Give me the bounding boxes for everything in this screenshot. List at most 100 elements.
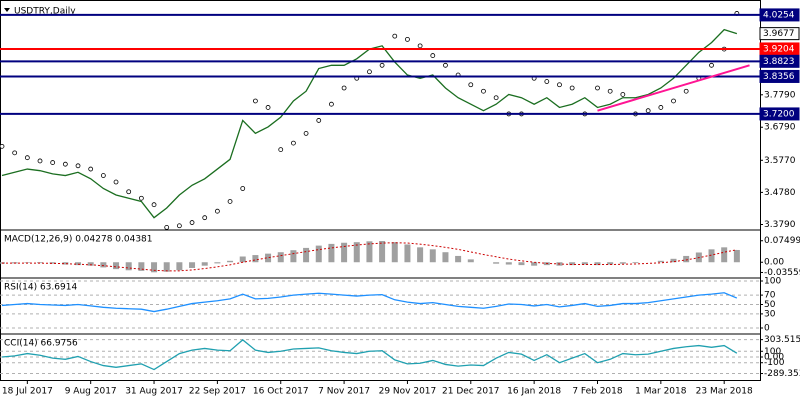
level-box [759,54,800,68]
x-tick-label: 29 Nov 2017 [379,387,437,397]
panel-title: CCI(14) 66.9756 [4,339,78,349]
sar-dot [316,118,322,123]
sar-dot [379,62,385,68]
y-tick-label: 70 [764,291,776,301]
histogram-bar [670,258,677,263]
sar-dot [240,186,246,191]
histogram-bar [125,262,132,271]
y-tick-label: 50 [764,300,776,310]
histogram-bar [290,250,297,263]
sar-dot [341,85,347,91]
level-box [759,107,800,121]
histogram-bar [594,262,601,266]
x-tick-label: 16 Jan 2018 [507,387,561,397]
y-tick-label: -100 [764,358,785,368]
histogram-bar [239,256,246,263]
histogram-bar [569,262,576,266]
y-tick-label: 303.5152 [764,335,800,345]
histogram-bar [721,247,728,263]
y-tick-label: 3.3790 [764,220,796,230]
y-tick-label: 3.4780 [764,188,796,198]
frame [0,0,761,381]
histogram-bar [100,262,107,268]
series-line [1,339,738,371]
panel-title: USDTRY,Daily [14,7,76,17]
level-label: 3.8823 [763,57,795,67]
y-tick-label: 0.00 [764,353,784,363]
histogram-bar [49,262,56,264]
y-tick-label: -0.03559 [764,268,800,278]
y-tick-label: 0.07499 [764,236,800,246]
histogram-bar [733,249,740,263]
sar-dot [62,161,68,167]
histogram-bar [113,262,120,270]
histogram-bar [708,249,715,263]
histogram-bar [75,262,82,266]
level-box [759,27,800,41]
sar-dot [100,173,106,178]
sar-dot [557,82,562,88]
histogram-bar [683,255,690,263]
sar-dot [544,79,550,84]
histogram-bar [252,255,259,263]
histogram-bar [455,255,462,263]
histogram-bar [531,262,538,266]
panel-title: MACD(12,26,9) 0.04278 0.04381 [4,235,153,245]
x-tick-label: 1 Mar 2018 [635,387,687,397]
sar-dot [683,88,689,94]
histogram-bar [227,260,234,263]
sar-dot [88,166,94,172]
sar-dot [113,179,119,185]
y-tick-label: 100 [764,277,781,287]
histogram-bar [189,262,196,268]
sar-dot [202,215,208,221]
series-line [1,292,738,313]
title-arrow [4,8,10,12]
sar-dot [468,82,474,88]
sar-dot [367,69,372,75]
level-label: 3.9677 [763,29,795,39]
x-tick-label: 7 Nov 2017 [318,387,370,397]
sar-dot [620,92,626,97]
histogram-bar [657,260,664,263]
y-tick-label: 100 [764,347,781,357]
histogram-bar [265,253,272,263]
sar-dot [303,130,309,136]
sar-dot [214,208,220,214]
histogram-bar [353,242,360,263]
histogram-bar [493,262,500,264]
sar-dot [569,85,575,91]
sar-dot [291,140,296,146]
x-tick-label: 16 Oct 2017 [253,387,309,397]
histogram-bar [87,262,94,266]
histogram-bar [341,242,348,263]
histogram-bar [518,262,525,266]
sar-dot [417,43,423,49]
level-label: 3.9204 [763,44,795,54]
sar-dot [493,95,499,101]
sar-dot [405,36,410,42]
y-tick-label: 3.7790 [764,90,796,100]
sar-dot [481,88,486,94]
histogram-bar [391,242,398,263]
sar-dot [329,101,334,107]
histogram-bar [404,244,411,263]
x-tick-label: 23 Mar 2018 [696,387,753,397]
sar-dot [164,225,170,230]
panel-title: RSI(14) 63.6914 [4,283,77,293]
sar-dot [75,163,81,169]
y-tick-label: 3.5770 [764,156,796,166]
histogram-bar [328,243,335,263]
histogram-bar [429,249,436,263]
sar-dot [24,155,30,161]
series-line [2,242,737,272]
histogram-bar [379,241,386,263]
sar-dot [50,160,56,165]
sar-dot [227,199,233,204]
y-tick-label: -289.353 [764,369,800,379]
sar-dot [443,62,448,68]
sar-dot [189,220,195,225]
level-box [759,8,800,22]
sar-dot [126,189,132,195]
